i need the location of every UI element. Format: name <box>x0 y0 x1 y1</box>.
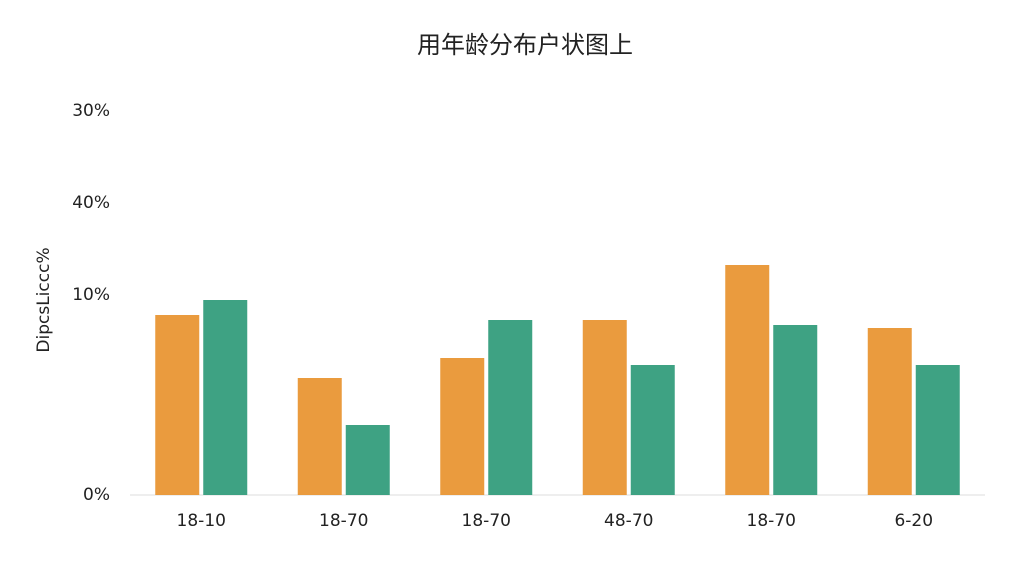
chart-title: 用年龄分布户状图上 <box>417 31 633 59</box>
bar <box>345 425 390 495</box>
bar <box>725 265 770 495</box>
y-tick-label: 30% <box>72 101 110 121</box>
y-axis-label: DipcsLiccc% <box>34 247 54 352</box>
x-tick-label: 18-70 <box>462 511 511 531</box>
x-tick-label: 18-70 <box>319 511 368 531</box>
y-tick-label: 40% <box>72 193 110 213</box>
bar <box>488 320 533 495</box>
y-tick-label: 0% <box>83 485 110 505</box>
bar <box>440 358 485 495</box>
bar <box>582 320 627 495</box>
x-tick-label: 6-20 <box>894 511 933 531</box>
y-tick-label: 10% <box>72 285 110 305</box>
bar <box>297 378 342 495</box>
x-tick-label: 18-10 <box>177 511 226 531</box>
bar <box>915 365 960 495</box>
x-tick-label: 18-70 <box>747 511 796 531</box>
bar <box>630 365 675 495</box>
x-tick-label: 48-70 <box>604 511 653 531</box>
bar <box>155 315 200 495</box>
bar <box>773 325 818 495</box>
bar <box>867 328 912 495</box>
bar <box>203 300 248 495</box>
